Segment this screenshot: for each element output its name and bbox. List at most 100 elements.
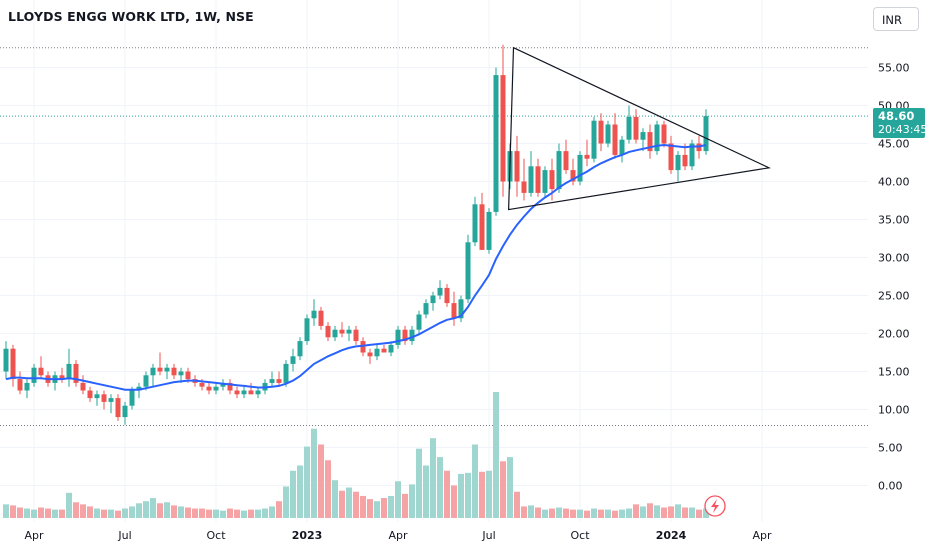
candle-body [304, 318, 310, 342]
candle-body [619, 139, 625, 155]
volume-bar [577, 509, 583, 518]
candle-body [598, 120, 604, 144]
volume-bar [465, 472, 471, 518]
volume-bar [59, 509, 65, 518]
volume-bar [213, 509, 219, 518]
volume-bar [542, 509, 548, 518]
candle-body [255, 390, 261, 395]
candle-body [143, 375, 149, 387]
candle-body [703, 116, 709, 152]
volume-bar [325, 460, 331, 518]
volume-bar [171, 505, 177, 518]
candle-body [584, 154, 590, 159]
volume-bar [234, 509, 240, 518]
volume-bar [136, 503, 142, 518]
price-tick-label: 40.00 [878, 176, 910, 189]
volume-bar [192, 508, 198, 518]
price-tick-label: 35.00 [878, 214, 910, 227]
candle-body [276, 379, 282, 383]
volume-bar [675, 504, 681, 518]
volume-bar [87, 506, 93, 518]
chart-grid [0, 0, 868, 522]
candle-body [234, 390, 240, 395]
candle-body [367, 352, 373, 357]
candle-body [87, 390, 93, 399]
currency-button[interactable]: INR [873, 7, 919, 31]
lightning-icon[interactable] [704, 495, 726, 517]
volume-bar [661, 507, 667, 518]
volume-bar [66, 492, 72, 518]
volume-bar [17, 507, 23, 518]
volume-bar [129, 506, 135, 518]
candle-body [388, 344, 394, 353]
time-tick-label: Apr [752, 529, 772, 542]
volume-bar [80, 504, 86, 518]
volume-bar [73, 502, 79, 518]
price-tick-label: 15.00 [878, 366, 910, 379]
candle-body [360, 341, 366, 353]
volume-bar [206, 509, 212, 518]
volume-bar [304, 446, 310, 518]
candle-body [38, 367, 44, 376]
price-level-lines [0, 47, 868, 426]
candle-body [59, 375, 65, 380]
candle-body [549, 170, 555, 190]
volume-bar [647, 503, 653, 518]
candle-body [185, 371, 191, 380]
candle-body [423, 303, 429, 315]
candle-body [444, 287, 450, 304]
volume-bar [38, 507, 44, 518]
candle-body [430, 295, 436, 304]
volume-bar [626, 508, 632, 518]
volume-bar [199, 508, 205, 518]
volume-bar [451, 485, 457, 518]
time-tick-label: Jul [481, 529, 495, 542]
candle-body [283, 363, 289, 383]
volume-bar [318, 444, 324, 518]
volume-bar [633, 504, 639, 518]
candle-body [297, 341, 303, 357]
candle-body [409, 329, 415, 342]
candle-body [633, 116, 639, 140]
volume-bar [150, 498, 156, 518]
moving-average-line [5, 143, 707, 391]
candle-body [570, 170, 576, 182]
time-tick-label: Jul [117, 529, 131, 542]
volume-bar [31, 509, 37, 518]
candle-body [654, 124, 660, 152]
candle-body [374, 348, 380, 357]
candle-body [465, 242, 471, 300]
volume-bar [689, 507, 695, 518]
volume-bar [94, 508, 100, 518]
volume-bar [521, 506, 527, 518]
volume-bar [654, 505, 660, 518]
candle-body [668, 143, 674, 171]
candle-body [325, 325, 331, 338]
candle-body [122, 405, 128, 418]
candle-body [66, 363, 72, 380]
volume-bar [493, 392, 499, 518]
candle-body [542, 170, 548, 193]
volume-bar [262, 508, 268, 518]
candle-body [514, 151, 520, 182]
volume-bar [514, 491, 520, 518]
time-tick-label: Apr [24, 529, 44, 542]
volume-bar [423, 465, 429, 518]
candle-body [220, 382, 226, 387]
volume-bar [227, 508, 233, 518]
volume-bar [101, 509, 107, 518]
candle-body [402, 329, 408, 342]
candle-body [31, 367, 37, 383]
last-price-value: 48.60 [878, 109, 915, 123]
candle-body [94, 394, 100, 399]
candle-body [451, 303, 457, 319]
volume-bar [696, 509, 702, 518]
volume-bar [241, 510, 247, 518]
volume-bar [255, 509, 261, 518]
volume-bar [598, 509, 604, 518]
volume-bar [269, 506, 275, 518]
candle-body [290, 356, 296, 364]
volume-bar [640, 506, 646, 518]
volume-bar [409, 484, 415, 518]
